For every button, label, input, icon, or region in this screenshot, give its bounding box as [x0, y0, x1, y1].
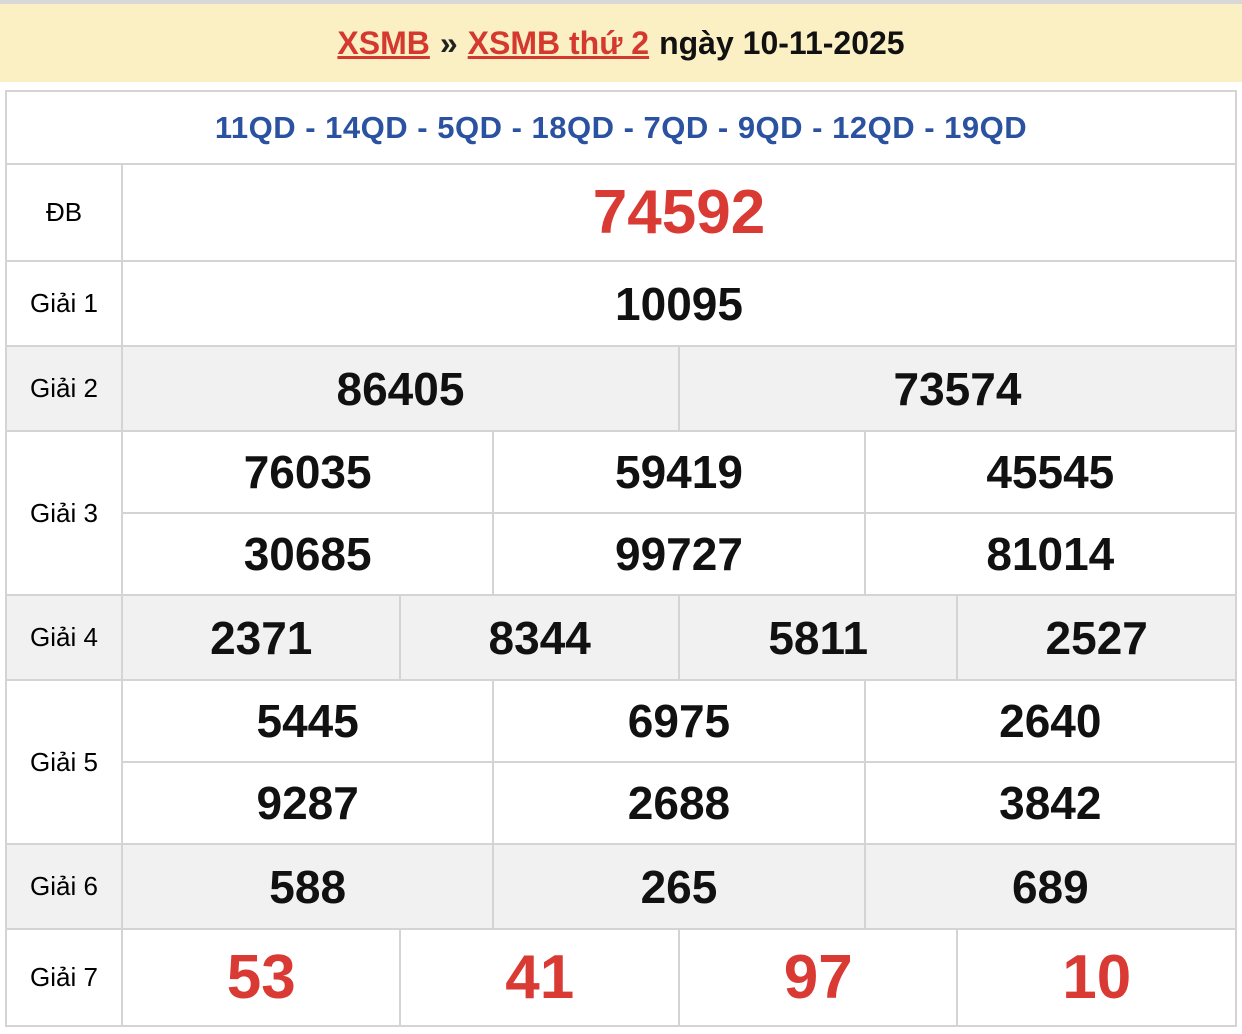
prize-number: 2527: [956, 594, 1237, 681]
prize-number: 10095: [121, 260, 1237, 347]
breadcrumb: XSMB» XSMB thứ 2 ngày 10-11-2025: [0, 4, 1242, 82]
prize-number: 76035: [120, 430, 495, 514]
prize-label-7: Giải 7: [5, 928, 123, 1027]
prize-row-5a: Giải 5 5445 6975 2640: [5, 679, 1238, 845]
prize-row-db: ĐB 74592: [5, 163, 1237, 262]
prize-number: 10: [956, 928, 1237, 1027]
prize-label-1: Giải 1: [5, 260, 123, 347]
signature-row: 11QD - 14QD - 5QD - 18QD - 7QD - 9QD - 1…: [5, 90, 1237, 165]
prize-number: 8344: [399, 594, 680, 681]
prize-row-2: Giải 2 86405 73574: [5, 345, 1238, 432]
prize-number: 41: [399, 928, 680, 1027]
prize-row-5b: 9287 2688 3842: [6, 761, 1238, 845]
station-signature: 11QD - 14QD - 5QD - 18QD - 7QD - 9QD - 1…: [5, 90, 1237, 165]
prize-label-4: Giải 4: [5, 594, 123, 681]
prize-number: 9287: [120, 761, 495, 845]
prize-number: 5445: [120, 679, 495, 763]
prize-number: 265: [492, 843, 866, 930]
prize-number: 588: [120, 843, 495, 930]
prize-number: 2371: [120, 594, 402, 681]
prize-number: 86405: [121, 345, 680, 432]
prize-number: 2688: [492, 761, 866, 845]
prize-label-db: ĐB: [5, 163, 123, 262]
prize-row-7: Giải 7 53 41 97 10: [5, 928, 1237, 1027]
lottery-results-table: 11QD - 14QD - 5QD - 18QD - 7QD - 9QD - 1…: [5, 90, 1238, 1027]
prize-number: 30685: [120, 512, 495, 596]
spacer: [0, 82, 1242, 90]
prize-row-6: Giải 6 588 265 689: [5, 843, 1238, 930]
prize-number: 73574: [677, 345, 1238, 432]
prize-label-3: Giải 3: [5, 430, 123, 596]
prize-number: 6975: [492, 679, 866, 763]
prize-row-4: Giải 4 2371 8344 5811 2527: [5, 594, 1237, 681]
prize-label-5: Giải 5: [5, 679, 123, 845]
prize-row-3a: Giải 3 76035 59419 45545: [5, 430, 1238, 596]
prize-number: 97: [677, 928, 959, 1027]
prize-number: 2640: [863, 679, 1238, 763]
prize-number: 5811: [677, 594, 959, 681]
prize-number: 81014: [863, 512, 1238, 596]
prize-number: 3842: [863, 761, 1238, 845]
breadcrumb-separator: »: [439, 25, 458, 61]
prize-number: 45545: [863, 430, 1238, 514]
prize-label-6: Giải 6: [5, 843, 123, 930]
prize-label-2: Giải 2: [5, 345, 123, 432]
prize-number: 53: [120, 928, 402, 1027]
prize-number: 689: [863, 843, 1238, 930]
breadcrumb-link-xsmb-day[interactable]: XSMB thứ 2: [467, 25, 650, 61]
breadcrumb-date: ngày 10-11-2025: [659, 25, 905, 61]
prize-row-3b: 30685 99727 81014: [6, 512, 1238, 596]
prize-number: 59419: [492, 430, 866, 514]
prize-number-db: 74592: [121, 163, 1237, 262]
prize-row-1: Giải 1 10095: [5, 260, 1237, 347]
prize-number: 99727: [492, 512, 866, 596]
breadcrumb-link-xsmb[interactable]: XSMB: [337, 25, 430, 61]
top-divider-strip: [0, 0, 1242, 4]
